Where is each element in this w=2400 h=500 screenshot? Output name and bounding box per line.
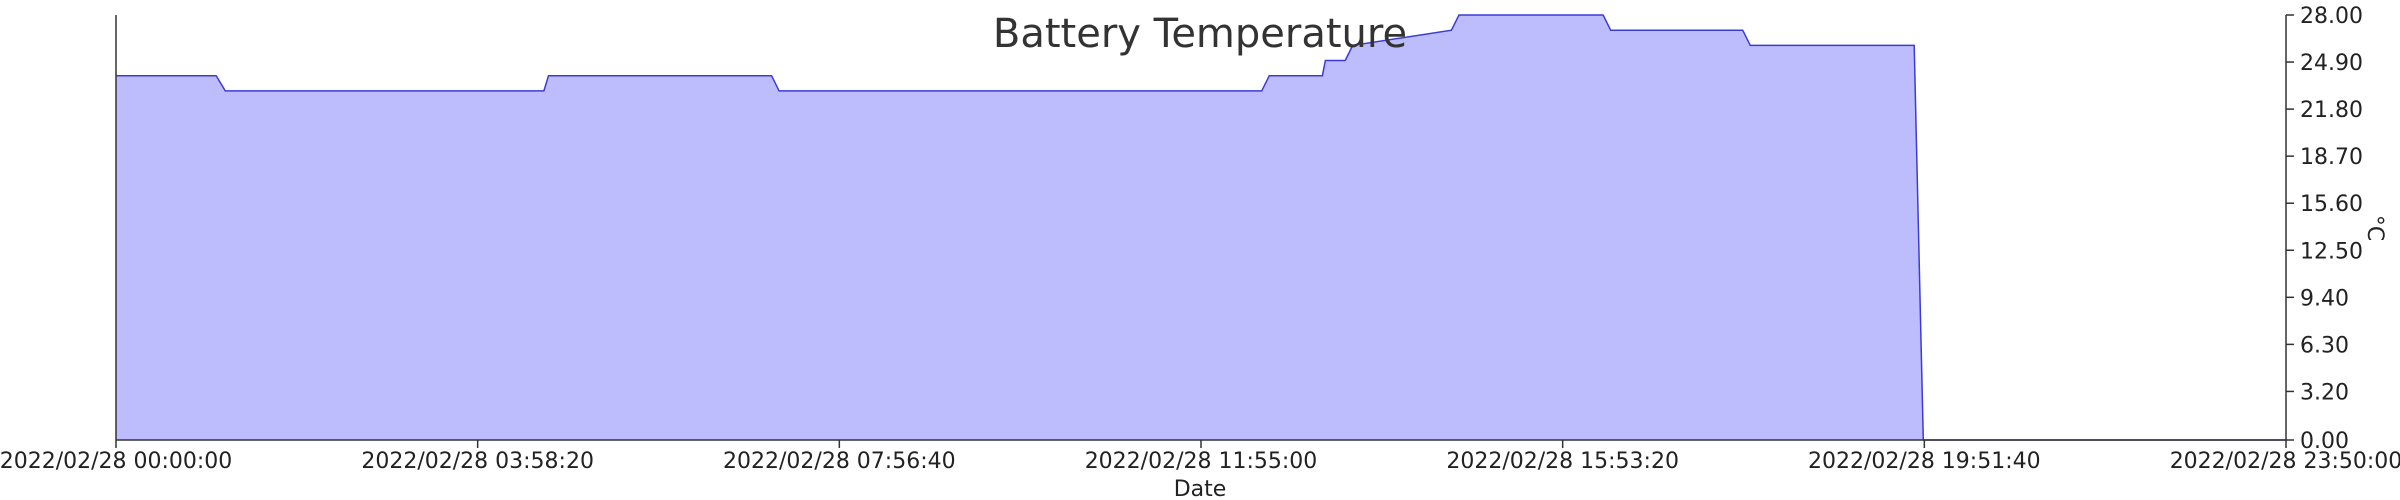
x-tick-label: 2022/02/28 15:53:20 bbox=[1446, 449, 1679, 474]
x-tick-label: 2022/02/28 11:55:00 bbox=[1085, 449, 1318, 474]
y-tick-label: 12.50 bbox=[2300, 239, 2363, 264]
y-tick-label: 18.70 bbox=[2300, 145, 2363, 170]
x-tick-label: 2022/02/28 23:50:00 bbox=[2170, 449, 2400, 474]
series-area-fill bbox=[116, 15, 2286, 440]
y-tick-label: 21.80 bbox=[2300, 98, 2363, 123]
plot-area bbox=[116, 14, 2286, 441]
chart-title: Battery Temperature bbox=[993, 11, 1407, 57]
y-tick-label: 6.30 bbox=[2300, 333, 2349, 358]
x-tick-label: 2022/02/28 00:00:00 bbox=[0, 449, 232, 474]
x-tick-label: 2022/02/28 07:56:40 bbox=[723, 449, 956, 474]
y-tick-label: 15.60 bbox=[2300, 192, 2363, 217]
x-tick-label: 2022/02/28 19:51:40 bbox=[1808, 449, 2041, 474]
y-tick-label: 0.00 bbox=[2300, 429, 2349, 454]
y-tick-label: 24.90 bbox=[2300, 51, 2363, 76]
y-tick-label: 3.20 bbox=[2300, 380, 2349, 405]
x-axis-ticks: 2022/02/28 00:00:00 2022/02/28 03:58:20 20… bbox=[0, 440, 2400, 474]
y-tick-label: 28.00 bbox=[2300, 4, 2363, 29]
x-tick-label: 2022/02/28 03:58:20 bbox=[361, 449, 594, 474]
y-tick-label: 9.40 bbox=[2300, 286, 2349, 311]
x-axis-label: Date bbox=[1174, 477, 1227, 500]
series-line bbox=[116, 14, 2286, 441]
y-axis-label: °C bbox=[2362, 215, 2387, 241]
y-axis-ticks: 0.00 3.20 6.30 9.40 12.50 15.60 18.70 21.80 24.9… bbox=[2286, 4, 2363, 454]
